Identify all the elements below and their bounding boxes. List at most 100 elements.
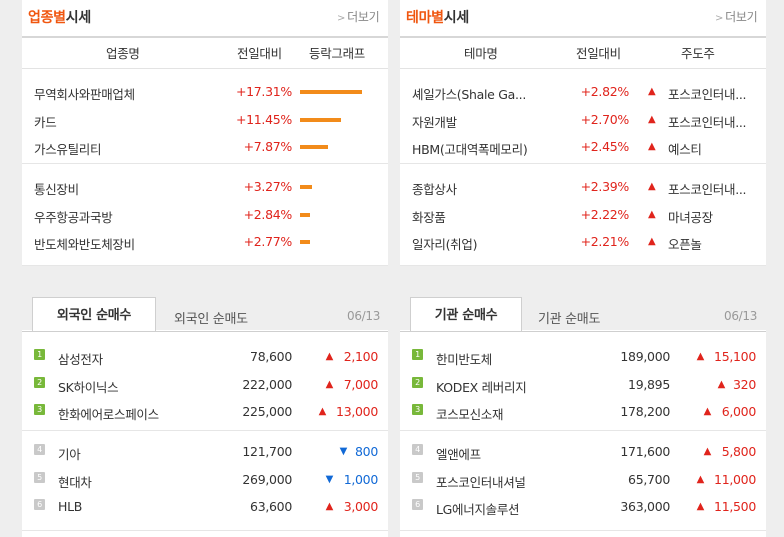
foreign-stock-name[interactable]: 삼성전자 <box>58 352 103 367</box>
theme-row[interactable]: 일자리(취업) +2.21% ▲ 오픈놀 <box>400 230 766 254</box>
sector-row[interactable]: 우주항공과국방 +2.84% <box>22 203 388 227</box>
col-sector-change: 전일대비 <box>237 46 282 61</box>
theme-lead-stock[interactable]: 마녀공장 <box>668 210 713 225</box>
sector-row[interactable]: 통신장비 +3.27% <box>22 175 388 199</box>
theme-row[interactable]: 종합상사 +2.39% ▲ 포스코인터내... <box>400 175 766 199</box>
foreign-stock-name[interactable]: HLB <box>58 499 83 514</box>
institution-row[interactable]: 6 LG에너지솔루션 363,000 ▲ 11,500 <box>400 495 766 519</box>
theme-title-accent: 테마별 <box>406 10 444 26</box>
foreign-row[interactable]: 5 현대차 269,000 ▼ 1,000 <box>22 468 388 492</box>
foreign-price: 63,600 <box>250 499 292 514</box>
theme-name[interactable]: 종합상사 <box>412 182 457 197</box>
theme-row[interactable]: 자원개발 +2.70% ▲ 포스코인터내... <box>400 108 766 132</box>
institution-row[interactable]: 1 한미반도체 189,000 ▲ 15,100 <box>400 345 766 369</box>
theme-name[interactable]: 화장품 <box>412 210 446 225</box>
theme-lead-stock[interactable]: 포스코인터내... <box>668 87 747 102</box>
sector-name[interactable]: 반도체와반도체장비 <box>34 237 135 252</box>
sector-change-bar <box>300 240 310 244</box>
sector-table-header: 업종명 전일대비 등락그래프 <box>22 36 388 69</box>
theme-name[interactable]: 자원개발 <box>412 115 457 130</box>
up-arrow-icon: ▲ <box>717 379 726 390</box>
institution-row[interactable]: 4 엘앤에프 171,600 ▲ 5,800 <box>400 440 766 464</box>
institution-stock-name[interactable]: 엘앤에프 <box>436 447 481 462</box>
up-arrow-icon: ▲ <box>648 114 656 125</box>
sector-divider <box>22 163 388 164</box>
institution-row[interactable]: 2 KODEX 레버리지 19,895 ▲ 320 <box>400 373 766 397</box>
sector-change-bar <box>300 90 362 94</box>
tab-institution-buy[interactable]: 기관 순매수 <box>410 297 522 331</box>
theme-change: +2.82% <box>580 84 630 99</box>
sector-more-link[interactable]: > 더보기 <box>337 8 380 25</box>
institution-stock-name[interactable]: KODEX 레버리지 <box>436 380 527 395</box>
foreign-panel <box>22 330 388 537</box>
institution-diff: 15,100 <box>714 349 756 364</box>
institution-divider <box>400 430 766 431</box>
foreign-price: 121,700 <box>242 444 292 459</box>
theme-lead-stock[interactable]: 포스코인터내... <box>668 182 747 197</box>
foreign-diff: 13,000 <box>336 404 378 419</box>
sector-row[interactable]: 반도체와반도체장비 +2.77% <box>22 230 388 254</box>
institution-stock-name[interactable]: 한미반도체 <box>436 352 493 367</box>
tab-foreign-sell[interactable]: 외국인 순매도 <box>174 312 248 327</box>
theme-name[interactable]: HBM(고대역폭메모리) <box>412 142 528 157</box>
theme-lead-stock[interactable]: 오픈놀 <box>668 237 702 252</box>
theme-more-link[interactable]: > 더보기 <box>715 8 758 25</box>
col-theme-name: 테마명 <box>464 46 498 61</box>
foreign-stock-name[interactable]: 한화에어로스페이스 <box>58 407 159 422</box>
down-arrow-icon: ▼ <box>325 474 334 485</box>
institution-row[interactable]: 5 포스코인터내셔널 65,700 ▲ 11,000 <box>400 468 766 492</box>
tab-institution-sell[interactable]: 기관 순매도 <box>538 312 601 327</box>
foreign-row[interactable]: 4 기아 121,700 ▼ 800 <box>22 440 388 464</box>
sector-name[interactable]: 카드 <box>34 115 57 130</box>
institution-price: 178,200 <box>620 404 670 419</box>
sector-change-bar <box>300 185 312 189</box>
foreign-stock-name[interactable]: 기아 <box>58 447 81 462</box>
theme-row[interactable]: 셰일가스(Shale Ga... +2.82% ▲ 포스코인터내... <box>400 80 766 104</box>
sector-title-rest: 시세 <box>65 10 91 26</box>
foreign-stock-name[interactable]: 현대차 <box>58 475 92 490</box>
foreign-tabbar: 외국인 순매수 외국인 순매도 06/13 <box>22 297 388 332</box>
theme-panel: 테마별시세 > 더보기 테마명 전일대비 주도주 셰일가스(Shale Ga...… <box>400 0 766 266</box>
sector-name[interactable]: 우주항공과국방 <box>34 210 113 225</box>
tab-foreign-buy[interactable]: 외국인 순매수 <box>32 297 156 331</box>
foreign-price: 222,000 <box>242 377 292 392</box>
theme-name[interactable]: 셰일가스(Shale Ga... <box>412 87 526 102</box>
institution-date: 06/13 <box>724 309 758 323</box>
sector-row[interactable]: 무역회사와판매업체 +17.31% <box>22 80 388 104</box>
rank-badge: 1 <box>34 349 45 360</box>
foreign-row[interactable]: 2 SK하이닉스 222,000 ▲ 7,000 <box>22 373 388 397</box>
foreign-row[interactable]: 6 HLB 63,600 ▲ 3,000 <box>22 495 388 519</box>
up-arrow-icon: ▲ <box>696 351 705 362</box>
foreign-diff: 1,000 <box>343 472 379 487</box>
theme-row[interactable]: 화장품 +2.22% ▲ 마녀공장 <box>400 203 766 227</box>
chevron-right-icon: > <box>715 13 724 24</box>
institution-stock-name[interactable]: 포스코인터내셔널 <box>436 475 526 490</box>
theme-row[interactable]: HBM(고대역폭메모리) +2.45% ▲ 예스티 <box>400 135 766 159</box>
sector-more-label: 더보기 <box>347 10 380 24</box>
foreign-row[interactable]: 1 삼성전자 78,600 ▲ 2,100 <box>22 345 388 369</box>
theme-table-header: 테마명 전일대비 주도주 <box>400 36 766 69</box>
up-arrow-icon: ▲ <box>648 236 656 247</box>
foreign-date: 06/13 <box>347 309 381 323</box>
theme-lead-stock[interactable]: 예스티 <box>668 142 702 157</box>
rank-badge: 5 <box>412 472 423 483</box>
up-arrow-icon: ▲ <box>318 406 327 417</box>
theme-name[interactable]: 일자리(취업) <box>412 237 478 252</box>
up-arrow-icon: ▲ <box>696 474 705 485</box>
institution-stock-name[interactable]: 코스모신소재 <box>436 407 504 422</box>
institution-row[interactable]: 3 코스모신소재 178,200 ▲ 6,000 <box>400 400 766 424</box>
sector-change: +2.84% <box>243 207 293 222</box>
up-arrow-icon: ▲ <box>648 209 656 220</box>
sector-name[interactable]: 가스유틸리티 <box>34 142 102 157</box>
institution-panel <box>400 330 766 537</box>
theme-lead-stock[interactable]: 포스코인터내... <box>668 115 747 130</box>
institution-stock-name[interactable]: LG에너지솔루션 <box>436 502 520 517</box>
foreign-stock-name[interactable]: SK하이닉스 <box>58 380 119 395</box>
sector-name[interactable]: 통신장비 <box>34 182 79 197</box>
sector-name[interactable]: 무역회사와판매업체 <box>34 87 135 102</box>
foreign-row[interactable]: 3 한화에어로스페이스 225,000 ▲ 13,000 <box>22 400 388 424</box>
rank-badge: 4 <box>34 444 45 455</box>
sector-row[interactable]: 카드 +11.45% <box>22 108 388 132</box>
foreign-divider <box>22 430 388 431</box>
sector-row[interactable]: 가스유틸리티 +7.87% <box>22 135 388 159</box>
